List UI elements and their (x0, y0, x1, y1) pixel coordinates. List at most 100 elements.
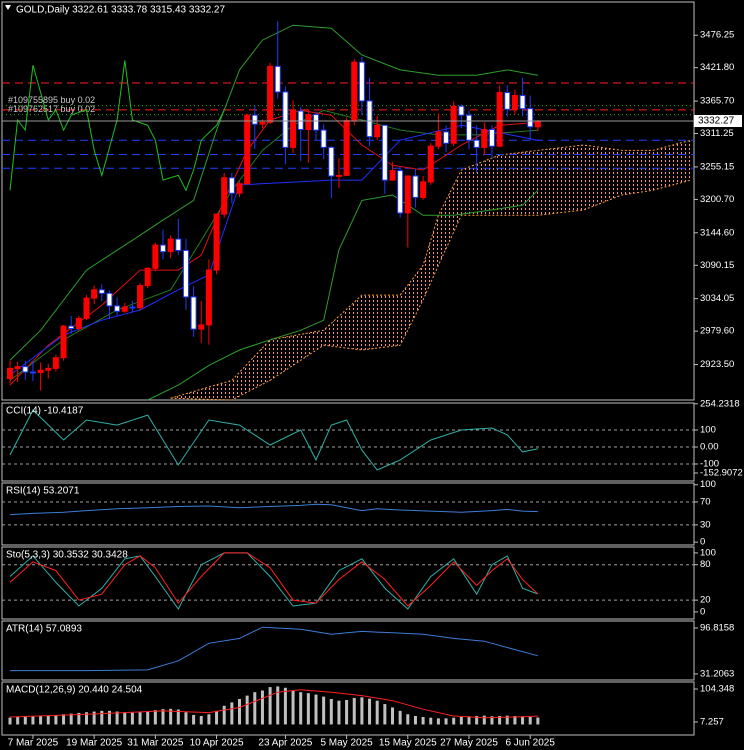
candle-body (527, 108, 534, 128)
y-tick-label: 3200.70 (700, 194, 734, 205)
histogram-bar (322, 696, 326, 725)
order-label: #109762517 buy 0.02 (8, 104, 95, 114)
y-tick-label: 100 (700, 547, 716, 558)
histogram-bar (85, 712, 88, 725)
candle-body (29, 371, 36, 374)
panel-frame (1, 402, 695, 482)
x-tick-label: 10 Apr 2025 (190, 738, 244, 749)
y-tick-label: 7.257 (700, 717, 724, 728)
candle-body (351, 61, 358, 122)
y-tick-label: 3090.15 (700, 260, 734, 271)
y-tick-label: 2979.60 (700, 326, 734, 337)
y-tick-label: 3421.80 (700, 62, 734, 73)
histogram-bar (207, 714, 211, 725)
candle-body (320, 129, 327, 148)
indicator-line (9, 503, 538, 516)
candle-body (198, 324, 205, 330)
x-tick-label: 15 May 2025 (379, 738, 437, 749)
candle-body (182, 249, 189, 298)
histogram-bar (215, 710, 219, 725)
candle-body (412, 175, 419, 198)
histogram-bar (238, 698, 241, 725)
histogram-bar (153, 710, 157, 725)
cloud-edge (170, 179, 692, 401)
candle-body (213, 213, 220, 271)
y-tick-label: 30 (700, 519, 711, 530)
histogram-bar (77, 712, 81, 725)
overlay-line (147, 189, 539, 401)
histogram-bar (260, 690, 264, 725)
histogram-bar (306, 693, 310, 725)
candle-body (91, 289, 98, 299)
histogram-bar (459, 716, 463, 725)
candle-body (274, 65, 281, 93)
panel-title: CCI(14) -10.4187 (6, 406, 84, 417)
histogram-bar (31, 715, 35, 725)
candle-body (389, 170, 396, 181)
candle-body (114, 305, 121, 312)
candle-body (68, 325, 75, 330)
candle-body (511, 95, 518, 110)
candle-body (75, 317, 82, 330)
candle-body (60, 325, 67, 359)
histogram-bar (528, 716, 532, 725)
panel-frame (1, 681, 695, 736)
indicator-line (9, 409, 538, 471)
histogram-bar (513, 715, 517, 725)
candle-body (45, 367, 52, 371)
candle-body (488, 129, 495, 147)
order-label: #109755895 buy 0.02 (8, 95, 95, 105)
candle-body (519, 95, 526, 110)
y-tick-label: 96.8158 (700, 623, 734, 634)
panel-frame (1, 546, 695, 620)
candle-body (137, 285, 144, 309)
histogram-bar (184, 712, 188, 725)
panel-frame (1, 620, 695, 681)
histogram-bar (360, 697, 364, 725)
x-tick-label: 5 May 2025 (320, 738, 373, 749)
candle-body (52, 357, 59, 369)
candle-body (427, 145, 434, 183)
price-marker-label: 3332.27 (698, 116, 735, 127)
candle-body (121, 306, 128, 312)
candle-body (420, 181, 427, 198)
histogram-bar (490, 716, 494, 725)
histogram-bar (329, 698, 333, 725)
candle-body (473, 139, 480, 148)
histogram-bar (268, 687, 272, 725)
histogram-bar (505, 715, 509, 725)
candle-body (313, 114, 319, 131)
candle-body (458, 105, 465, 116)
candle-body (343, 120, 350, 176)
histogram-bar (123, 712, 127, 725)
y-tick-label: 100 (700, 479, 716, 490)
y-tick-label: 31.2063 (700, 668, 734, 679)
candle-body (7, 367, 13, 380)
histogram-bar (299, 692, 303, 725)
candle-body (290, 110, 297, 148)
histogram-bar (383, 704, 387, 725)
candle-body (435, 131, 442, 147)
y-tick-label: 3476.25 (700, 30, 734, 41)
x-tick-label: 7 Mar 2025 (8, 738, 59, 749)
histogram-bar (115, 711, 119, 725)
candle-body (83, 297, 90, 319)
candle-body (22, 366, 29, 373)
candle-body (305, 114, 312, 131)
histogram-bar (482, 715, 486, 725)
histogram-bar (413, 715, 417, 725)
histogram-bar (46, 715, 50, 725)
y-tick-label: 100 (700, 425, 716, 436)
candle-body (228, 177, 235, 194)
histogram-bar (222, 705, 226, 725)
candle-body (366, 100, 373, 138)
histogram-bar (146, 711, 150, 725)
indicator-line (10, 626, 539, 672)
histogram-bar (39, 715, 43, 725)
signal-line (9, 689, 538, 719)
histogram-bar (230, 702, 234, 725)
candle-body (144, 267, 151, 287)
menu-triangle[interactable] (5, 5, 11, 10)
candle-body (160, 244, 166, 253)
candle-body (205, 269, 212, 326)
